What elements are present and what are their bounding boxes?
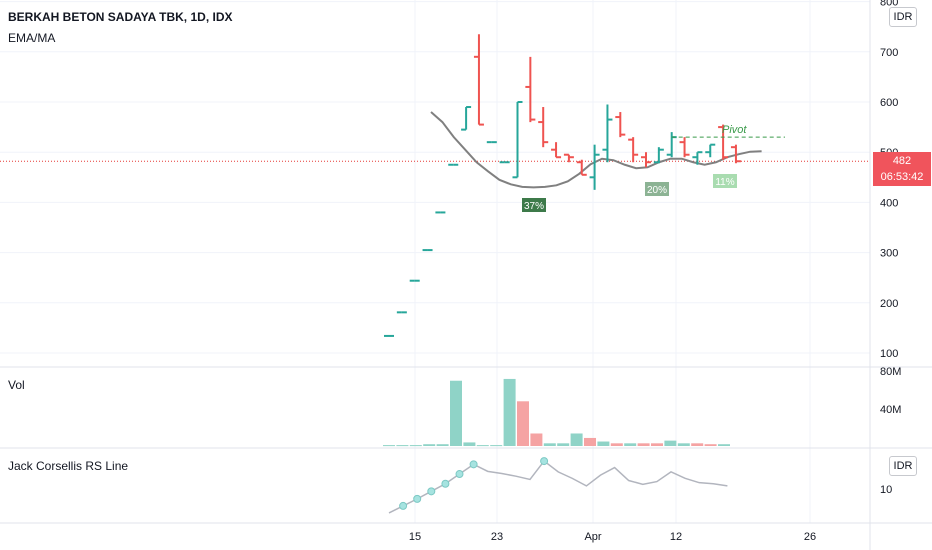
rs-currency-badge[interactable]: IDR [889, 456, 917, 476]
price-tick-label: 200 [880, 298, 898, 310]
rs-tick-label: 10 [880, 484, 892, 496]
ohlc-bar [628, 137, 639, 163]
rs-line [388, 460, 728, 514]
volume-bar [597, 441, 610, 446]
ohlc-bar [525, 56, 536, 123]
volume-bar [557, 443, 570, 446]
contraction-badge: 37% [522, 198, 546, 212]
price-tick-label: 400 [880, 197, 898, 209]
ohlc-bar [512, 101, 523, 179]
volume-bar [463, 442, 476, 446]
time-tick-label: 26 [804, 531, 816, 543]
ohlc-bar [730, 144, 741, 164]
volume-bar [423, 444, 436, 446]
ohlc-bar [705, 143, 716, 158]
ohlc-bar [615, 112, 626, 138]
ohlc-bar [473, 34, 484, 126]
current-price-tag: 482 06:53:42 [873, 152, 931, 186]
rs-new-high-dot [469, 460, 478, 469]
volume-bar [718, 444, 730, 446]
contraction-badge-bg [522, 198, 546, 212]
rs-new-high-dot [441, 479, 450, 488]
volume-bar [503, 378, 516, 446]
rs-new-high-dot [455, 470, 464, 479]
ohlc-bar [461, 106, 472, 131]
current-price-value: 482 [892, 155, 912, 167]
contraction-badge: 20% [645, 182, 669, 196]
currency-badge[interactable]: IDR [889, 7, 917, 27]
rs-new-high-dot [399, 501, 408, 510]
price-tick-label: 800 [880, 0, 898, 9]
time-tick-label: 12 [670, 531, 682, 543]
ohlc-bar [576, 159, 587, 176]
volume-bar [704, 444, 717, 446]
price-tick-label: 300 [880, 248, 898, 260]
volume-bar [570, 433, 583, 446]
volume-bar [396, 445, 409, 447]
volume-bar [624, 443, 637, 446]
volume-bar [517, 401, 529, 446]
volume-bar [476, 445, 489, 447]
ohlc-bar [551, 142, 562, 159]
rs-new-high-dot [427, 487, 436, 496]
ohlc-bar [589, 144, 600, 190]
contraction-badge-bg [645, 182, 669, 196]
chart-title: BERKAH BETON SADAYA TBK, 1D, IDX [8, 10, 233, 24]
price-tick-label: 600 [880, 97, 898, 109]
contraction-badge: 11% [713, 174, 737, 188]
volume-panel-title[interactable]: Vol [8, 378, 25, 392]
volume-tick-label: 80M [880, 366, 901, 378]
volume-bar [677, 443, 690, 446]
volume-bar [610, 443, 623, 446]
contraction-badge-label: 37% [524, 201, 544, 212]
volume-bar [637, 443, 650, 446]
volume-bar [530, 433, 543, 446]
volume-bar [409, 445, 422, 447]
contraction-badge-label: 20% [647, 185, 667, 196]
price-tick-label: 100 [880, 348, 898, 360]
bar-countdown: 06:53:42 [880, 171, 924, 183]
volume-bar [584, 437, 596, 446]
contraction-badge-bg [713, 174, 737, 188]
time-tick-label: 15 [409, 531, 421, 543]
volume-bar [436, 444, 449, 446]
time-tick-label: 23 [491, 531, 503, 543]
ohlc-bar [563, 153, 574, 163]
ohlc-bar [653, 147, 664, 164]
volume-bar [450, 380, 462, 446]
rs-new-high-dot [540, 457, 549, 466]
ma-line [430, 111, 762, 189]
rs-new-high-dot [413, 494, 422, 503]
volume-bar [543, 443, 556, 446]
ohlc-bar [538, 107, 549, 148]
ohlc-bar [679, 137, 690, 158]
ohlc-bar [641, 152, 651, 168]
ohlc-bar [718, 124, 729, 160]
volume-bar [664, 440, 677, 446]
time-tick-label: Apr [584, 531, 601, 543]
contraction-badge-label: 11% [715, 177, 734, 188]
ohlc-bar [692, 151, 703, 165]
pivot-label: Pivot [722, 124, 747, 136]
ohlc-bar [666, 132, 677, 158]
volume-bar [490, 445, 503, 447]
volume-bar [651, 443, 663, 446]
price-tick-label: 700 [880, 47, 898, 59]
volume-bar [383, 445, 395, 447]
ohlc-bar [602, 104, 613, 163]
rs-panel-title[interactable]: Jack Corsellis RS Line [8, 459, 129, 473]
volume-tick-label: 40M [880, 404, 901, 416]
volume-bar [691, 443, 704, 446]
indicator-label[interactable]: EMA/MA [8, 31, 56, 45]
